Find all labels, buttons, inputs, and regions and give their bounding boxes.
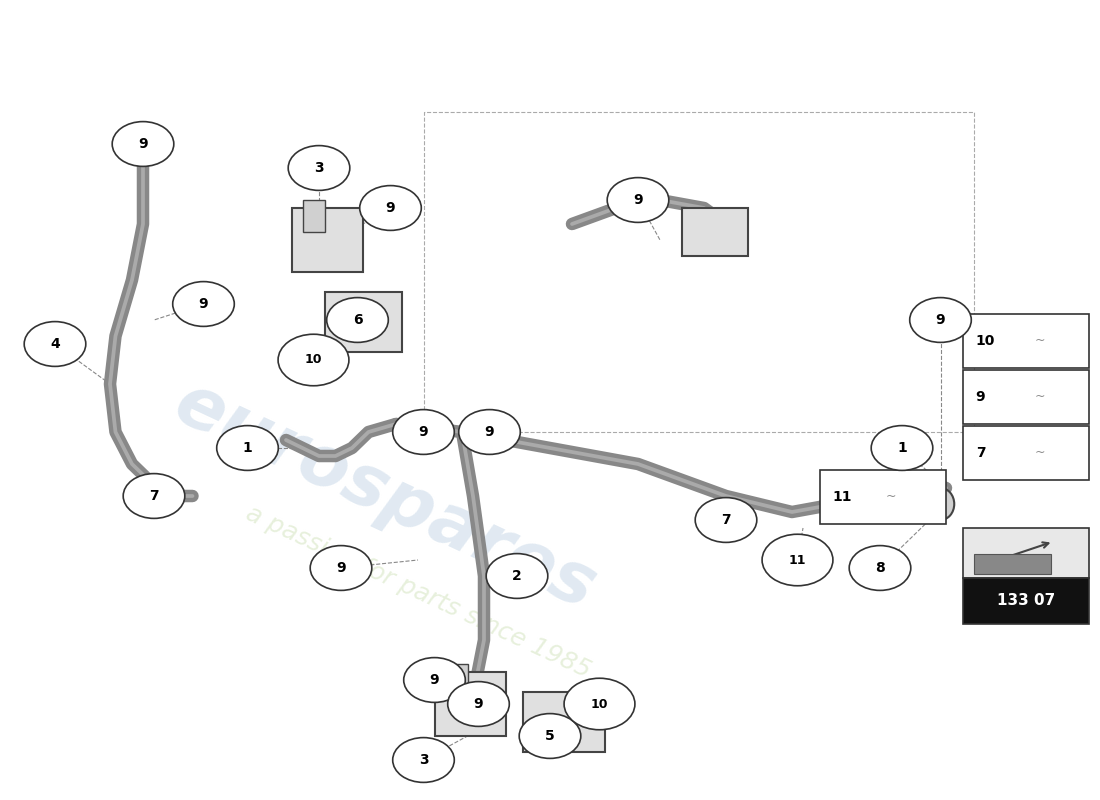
Circle shape <box>310 546 372 590</box>
Circle shape <box>448 682 509 726</box>
Circle shape <box>327 298 388 342</box>
Text: 10: 10 <box>976 334 996 348</box>
Bar <box>974 554 1050 574</box>
Text: ~: ~ <box>1034 334 1045 347</box>
Text: 8: 8 <box>876 561 884 575</box>
Text: 4: 4 <box>51 337 59 351</box>
Bar <box>962 578 1089 624</box>
Circle shape <box>762 534 833 586</box>
Circle shape <box>486 554 548 598</box>
Bar <box>424 112 974 432</box>
Text: 9: 9 <box>139 137 147 151</box>
Text: 9: 9 <box>976 390 986 404</box>
Bar <box>962 528 1089 578</box>
Circle shape <box>519 714 581 758</box>
Circle shape <box>393 410 454 454</box>
Text: 10: 10 <box>305 354 322 366</box>
Text: 9: 9 <box>634 193 642 207</box>
Text: 9: 9 <box>199 297 208 311</box>
Circle shape <box>24 322 86 366</box>
Circle shape <box>173 282 234 326</box>
Text: 7: 7 <box>976 446 986 460</box>
Text: 7: 7 <box>150 489 158 503</box>
Circle shape <box>123 474 185 518</box>
Circle shape <box>393 738 454 782</box>
Text: 133 07: 133 07 <box>997 594 1055 608</box>
Text: ~: ~ <box>886 490 896 503</box>
Text: 2: 2 <box>513 569 521 583</box>
Text: 11: 11 <box>789 554 806 566</box>
Text: 9: 9 <box>430 673 439 687</box>
Bar <box>682 208 748 256</box>
Text: 9: 9 <box>386 201 395 215</box>
Circle shape <box>278 334 349 386</box>
Text: 9: 9 <box>337 561 345 575</box>
Circle shape <box>217 426 278 470</box>
Circle shape <box>910 298 971 342</box>
Text: 6: 6 <box>353 313 362 327</box>
Text: 9: 9 <box>485 425 494 439</box>
Bar <box>292 208 363 272</box>
Circle shape <box>459 410 520 454</box>
Circle shape <box>112 122 174 166</box>
Circle shape <box>564 678 635 730</box>
Ellipse shape <box>926 488 955 520</box>
Text: 3: 3 <box>419 753 428 767</box>
Text: a passion for parts since 1985: a passion for parts since 1985 <box>242 502 594 682</box>
Text: 1: 1 <box>898 441 906 455</box>
Bar <box>820 470 946 524</box>
Bar <box>302 200 324 232</box>
Text: 7: 7 <box>722 513 730 527</box>
Circle shape <box>404 658 465 702</box>
Text: eurospares: eurospares <box>164 368 606 624</box>
Text: 10: 10 <box>591 698 608 710</box>
Text: 9: 9 <box>474 697 483 711</box>
Text: 1: 1 <box>243 441 252 455</box>
Bar <box>434 672 506 736</box>
Text: 5: 5 <box>546 729 554 743</box>
Circle shape <box>695 498 757 542</box>
Bar <box>446 664 468 696</box>
Text: 9: 9 <box>419 425 428 439</box>
Circle shape <box>849 546 911 590</box>
Text: 3: 3 <box>315 161 323 175</box>
Bar <box>962 370 1089 424</box>
Text: ~: ~ <box>1034 446 1045 459</box>
Text: 11: 11 <box>833 490 853 504</box>
Circle shape <box>360 186 421 230</box>
Bar <box>962 426 1089 480</box>
Bar <box>962 314 1089 368</box>
Bar <box>324 292 402 352</box>
Text: ~: ~ <box>1034 390 1045 403</box>
Text: 9: 9 <box>936 313 945 327</box>
Circle shape <box>607 178 669 222</box>
Circle shape <box>871 426 933 470</box>
Bar <box>522 692 605 752</box>
Circle shape <box>288 146 350 190</box>
